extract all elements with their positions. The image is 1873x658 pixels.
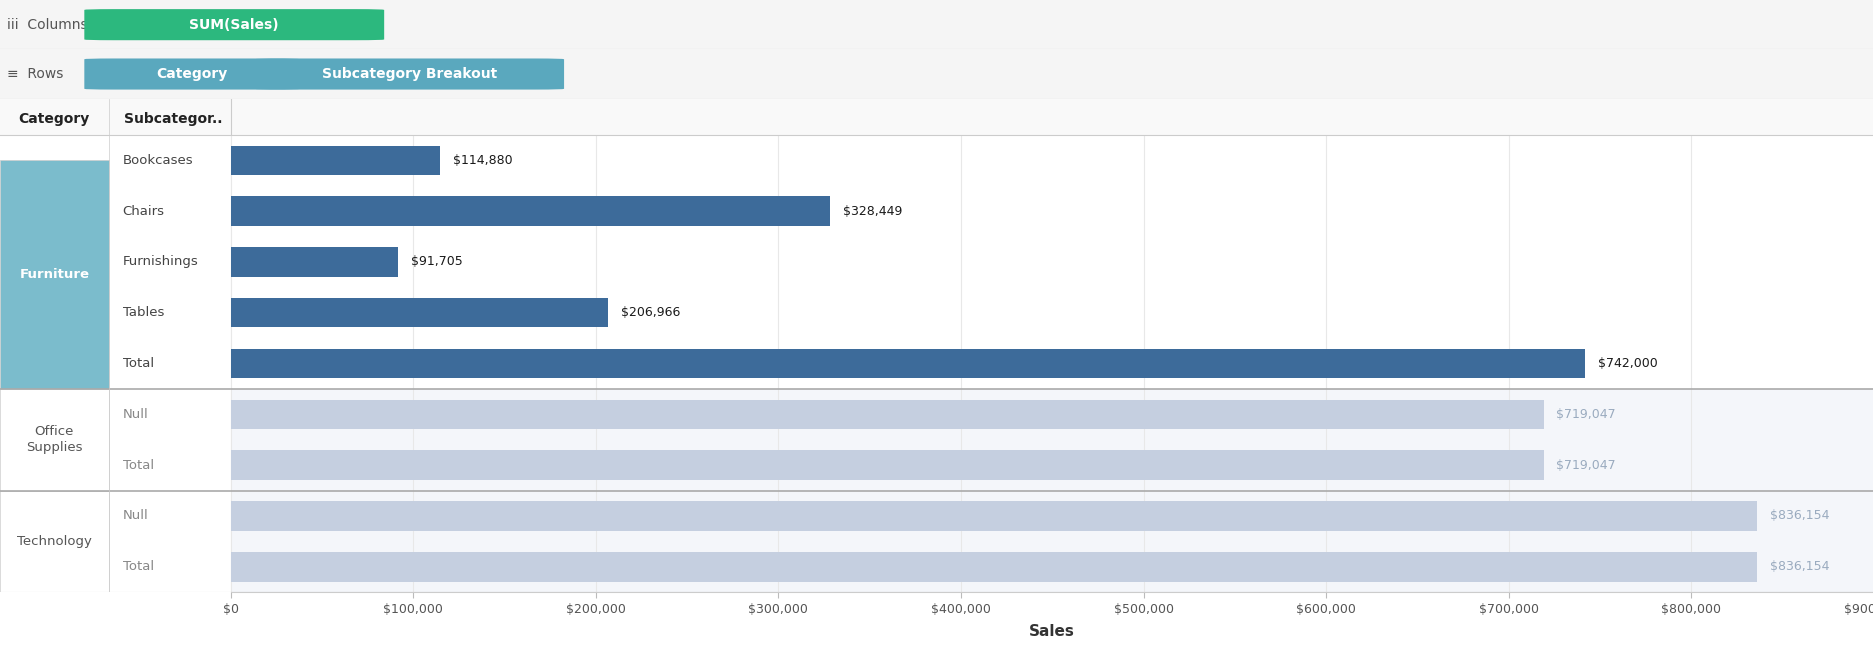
Text: Total: Total: [122, 459, 154, 472]
Bar: [230, 399, 1543, 429]
Bar: [230, 349, 1585, 378]
Text: Subcategor..: Subcategor..: [124, 112, 223, 126]
Text: Furniture: Furniture: [19, 268, 90, 281]
FancyBboxPatch shape: [84, 9, 384, 40]
Text: $114,880: $114,880: [453, 154, 513, 166]
Text: $328,449: $328,449: [843, 205, 903, 218]
Text: $91,705: $91,705: [410, 255, 463, 268]
Bar: [230, 298, 609, 328]
Bar: [230, 145, 440, 175]
Bar: [230, 135, 1873, 186]
Bar: [230, 542, 1873, 592]
FancyBboxPatch shape: [255, 59, 564, 89]
Text: Null: Null: [122, 408, 148, 421]
X-axis label: Sales: Sales: [1028, 624, 1075, 639]
Bar: [230, 552, 1757, 582]
Text: Subcategory Breakout: Subcategory Breakout: [322, 67, 496, 81]
Bar: [230, 338, 1873, 389]
Text: $742,000: $742,000: [1598, 357, 1658, 370]
Text: iii  Columns: iii Columns: [7, 18, 88, 32]
Text: Total: Total: [122, 561, 154, 573]
Text: Office
Supplies: Office Supplies: [26, 425, 82, 454]
Text: ≡  Rows: ≡ Rows: [7, 67, 64, 81]
Bar: [230, 451, 1543, 480]
Text: SUM(Sales): SUM(Sales): [189, 18, 279, 32]
Bar: [230, 186, 1873, 236]
Text: Furnishings: Furnishings: [122, 255, 199, 268]
Text: $836,154: $836,154: [1770, 561, 1828, 573]
Bar: [230, 288, 1873, 338]
Text: $719,047: $719,047: [1555, 408, 1615, 421]
Text: Null: Null: [122, 509, 148, 522]
Text: Category: Category: [19, 112, 90, 126]
Bar: [0, 161, 109, 389]
Bar: [230, 389, 1873, 440]
Text: Category: Category: [155, 67, 229, 81]
Text: $206,966: $206,966: [620, 306, 680, 319]
Bar: [0, 491, 109, 592]
Text: Bookcases: Bookcases: [122, 154, 193, 166]
Bar: [230, 491, 1873, 542]
Bar: [230, 196, 830, 226]
Bar: [230, 440, 1873, 491]
Bar: [230, 501, 1757, 531]
Text: $719,047: $719,047: [1555, 459, 1615, 472]
FancyBboxPatch shape: [84, 59, 300, 89]
Text: $836,154: $836,154: [1770, 509, 1828, 522]
Text: Total: Total: [122, 357, 154, 370]
Text: Technology: Technology: [17, 535, 92, 548]
Bar: [230, 236, 1873, 288]
Bar: [0, 389, 109, 491]
Bar: [230, 247, 397, 276]
Text: Tables: Tables: [122, 306, 163, 319]
Text: Chairs: Chairs: [122, 205, 165, 218]
